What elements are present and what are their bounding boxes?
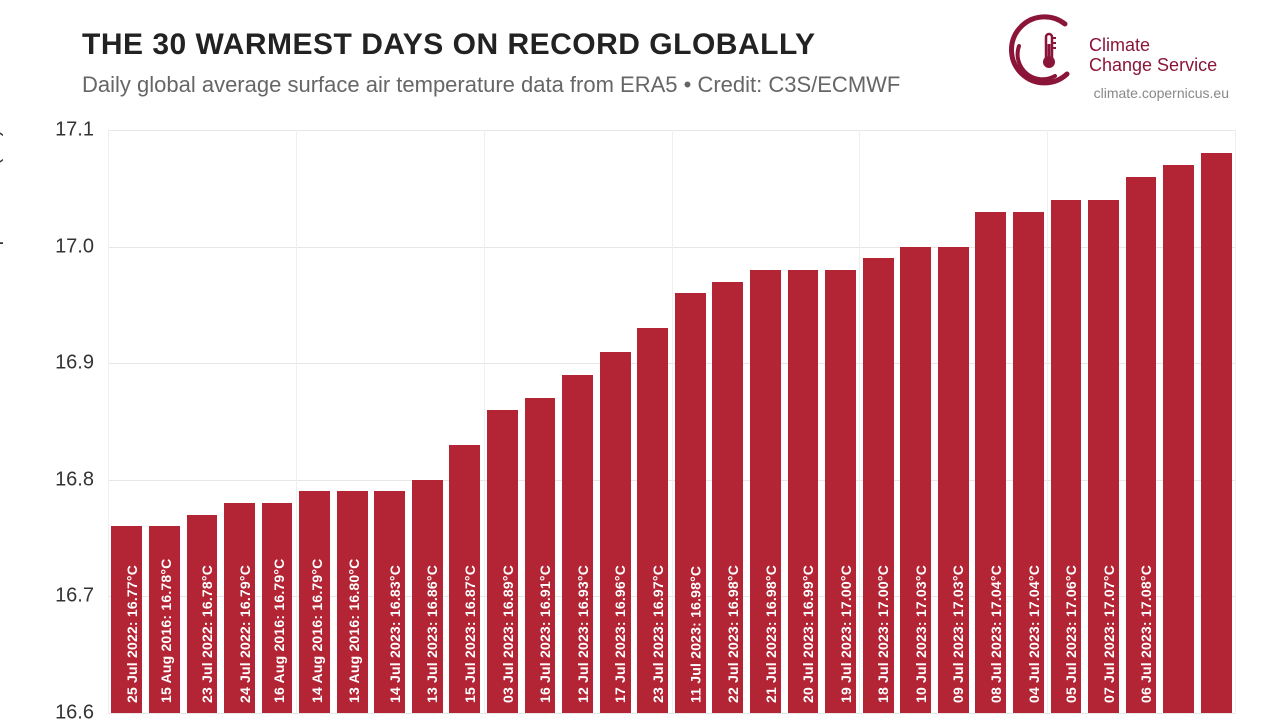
vgrid-line [1235,130,1236,713]
bar-label: 12 Jul 2023: 16.93°C [575,565,591,703]
brand-text: Climate Change Service [1089,36,1217,76]
bar-label: 20 Jul 2023: 16.99°C [800,565,816,703]
bar-label: 09 Jul 2023: 17.03°C [950,565,966,703]
bar-label: 23 Jul 2023: 16.97°C [650,565,666,703]
bar-label: 22 Jul 2023: 16.98°C [725,565,741,703]
bar-label: 24 Jul 2022: 16.79°C [237,565,253,703]
bar-label: 04 Jul 2023: 17.04°C [1025,565,1041,703]
bar-label: 15 Jul 2023: 16.87°C [462,565,478,703]
bar-label: 08 Jul 2023: 17.04°C [988,565,1004,703]
chart-title: THE 30 WARMEST DAYS ON RECORD GLOBALLY [82,28,1019,62]
bar-label: 07 Jul 2023: 17.07°C [1101,565,1117,703]
bar-label: 21 Jul 2023: 16.98°C [763,565,779,703]
y-tick-label: 16.7 [55,585,94,608]
bar-label: 11 Jul 2023: 16.98°C [688,566,704,703]
bar-label: 13 Jul 2023: 16.86°C [424,565,440,703]
y-tick-label: 17.0 [55,235,94,258]
bar-label: 16 Aug 2016: 16.79°C [271,559,287,704]
y-tick-label: 16.8 [55,468,94,491]
bar-label: 19 Jul 2023: 17.00°C [838,565,854,703]
hgrid-line [108,713,1235,714]
copernicus-logo-icon [1009,12,1077,99]
plot-area: 21 Jul 2016: 16.76°C10 Jul 2019: 16.76°C… [108,130,1235,713]
bar-label: 17 Jul 2023: 16.96°C [612,565,628,703]
chart-header: THE 30 WARMEST DAYS ON RECORD GLOBALLY D… [82,28,1019,98]
y-axis-title: Temperature (°C) [0,130,5,284]
bar-label: 15 Aug 2016: 16.78°C [158,559,174,704]
bar-label: 03 Jul 2023: 16.89°C [500,565,516,703]
brand-line1: Climate [1089,36,1217,56]
chart-subtitle: Daily global average surface air tempera… [82,72,1019,98]
bar-label: 10 Jul 2023: 17.03°C [913,565,929,703]
bar-label: 13 Aug 2016: 16.80°C [346,559,362,704]
y-tick-label: 16.6 [55,702,94,720]
bar: 06 Jul 2023: 17.08°C [1201,153,1232,713]
brand-line2: Change Service [1089,56,1217,76]
bar: 07 Jul 2023: 17.07°C [1163,165,1194,713]
bar-label: 23 Jul 2022: 16.78°C [199,565,215,703]
bar-label: 06 Jul 2023: 17.08°C [1138,565,1154,703]
bar-label: 25 Jul 2022: 16.77°C [124,565,140,703]
bars-layer: 21 Jul 2016: 16.76°C10 Jul 2019: 16.76°C… [108,130,1235,713]
y-tick-label: 17.1 [55,119,94,142]
bar-label: 14 Aug 2016: 16.79°C [308,559,324,704]
bar-label: 14 Jul 2023: 16.83°C [387,565,403,703]
y-tick-label: 16.9 [55,352,94,375]
bar-label: 16 Jul 2023: 16.91°C [537,565,553,703]
brand-url: climate.copernicus.eu [1094,85,1229,101]
bar-label: 05 Jul 2023: 17.06°C [1063,565,1079,703]
bar-label: 18 Jul 2023: 17.00°C [875,565,891,703]
